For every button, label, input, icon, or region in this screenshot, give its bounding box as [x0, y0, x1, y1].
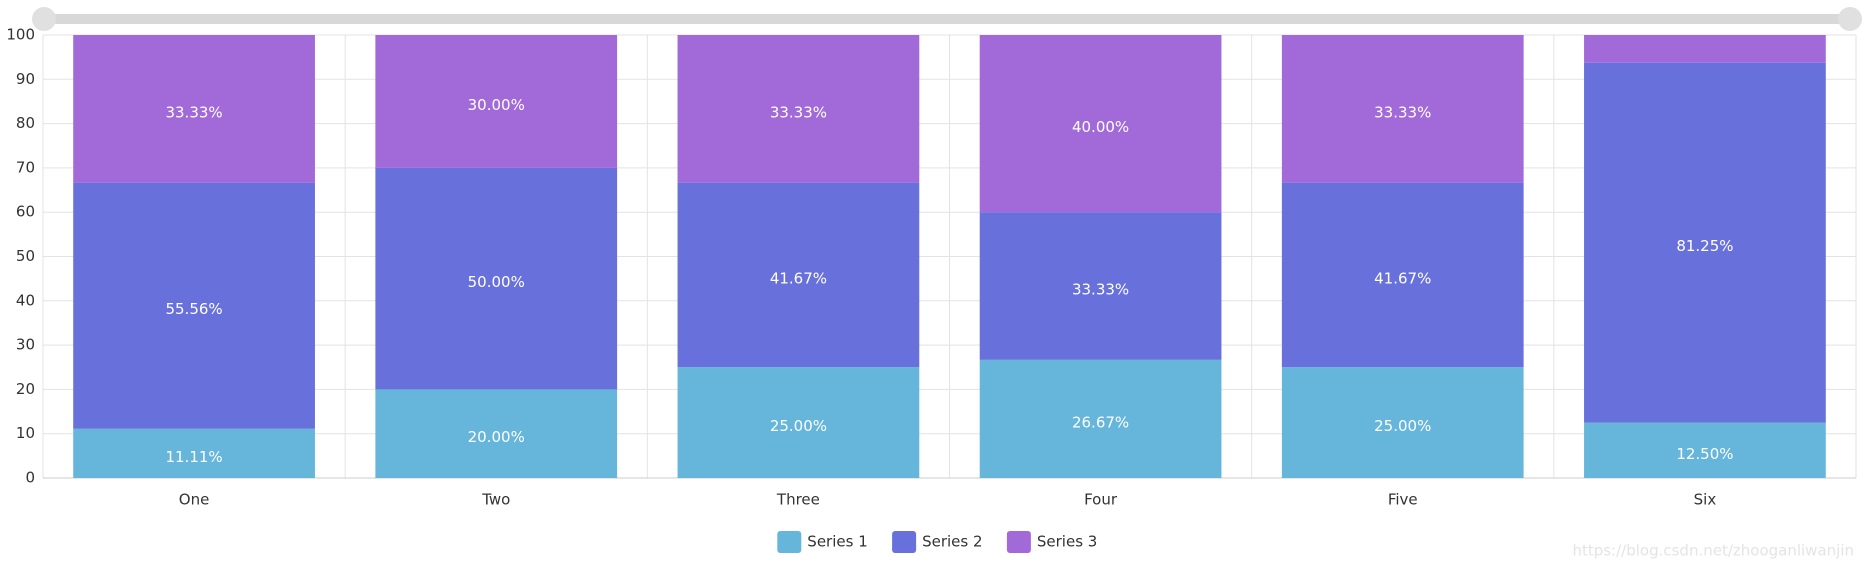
- x-tick-label: Six: [1694, 491, 1717, 509]
- bar-segment: [979, 212, 1222, 360]
- bar-segment: [375, 35, 618, 168]
- y-tick-label: 100: [6, 26, 35, 44]
- zoom-slider[interactable]: [44, 14, 1850, 24]
- value-label: 33.33%: [1072, 281, 1129, 299]
- value-label: 50.00%: [468, 273, 525, 291]
- x-tick-label: One: [179, 491, 210, 509]
- value-label: 41.67%: [1374, 269, 1431, 287]
- bar-segment: [73, 428, 315, 478]
- bar-segment: [1281, 35, 1524, 183]
- watermark: https://blog.csdn.net/zhooganliwanjin: [1572, 542, 1854, 560]
- value-label: 81.25%: [1676, 237, 1733, 255]
- legend-swatch[interactable]: [892, 531, 917, 553]
- value-label: 20.00%: [468, 428, 525, 446]
- value-label: 25.00%: [1374, 417, 1431, 435]
- legend-label[interactable]: Series 2: [922, 533, 982, 551]
- bar-segment: [375, 167, 618, 390]
- value-label: 26.67%: [1072, 413, 1129, 431]
- bar-segment: [1281, 367, 1524, 478]
- slider-handle-left[interactable]: [32, 7, 56, 31]
- value-label: 30.00%: [468, 96, 525, 114]
- y-tick-label: 0: [25, 469, 35, 487]
- y-tick-label: 80: [16, 114, 35, 132]
- bar-segment: [1584, 422, 1826, 478]
- bar-segment: [1584, 62, 1826, 423]
- value-label: 55.56%: [165, 300, 222, 318]
- bar-segment: [677, 182, 920, 368]
- value-label: 12.50%: [1676, 445, 1733, 463]
- value-label: 33.33%: [1374, 103, 1431, 121]
- y-tick-label: 10: [16, 424, 35, 442]
- value-label: 41.67%: [770, 269, 827, 287]
- y-tick-label: 90: [16, 70, 35, 88]
- bar-segment: [375, 389, 618, 478]
- value-label: 33.33%: [165, 103, 222, 121]
- bar-segment: [677, 367, 920, 478]
- value-label: 40.00%: [1072, 118, 1129, 136]
- bar-segment: [1584, 35, 1826, 63]
- plot: 0 10 20 30 40 50 60 70 80 90 100 11.11% 55.56% 33.33%…: [6, 26, 1857, 560]
- x-tick-label: Five: [1388, 491, 1418, 509]
- y-tick-label: 40: [16, 291, 35, 309]
- x-tick-label: Four: [1084, 491, 1118, 509]
- value-label: 33.33%: [770, 103, 827, 121]
- y-tick-label: 50: [16, 247, 35, 265]
- y-tick-label: 70: [16, 158, 35, 176]
- value-label: 25.00%: [770, 417, 827, 435]
- slider-handle-right[interactable]: [1838, 7, 1862, 31]
- legend-label[interactable]: Series 3: [1037, 533, 1097, 551]
- bar-segment: [73, 182, 315, 429]
- bar-segment: [979, 359, 1222, 478]
- y-tick-label: 20: [16, 380, 35, 398]
- legend-label[interactable]: Series 1: [807, 533, 867, 551]
- bar-segment: [677, 35, 920, 183]
- value-label: 11.11%: [165, 448, 222, 466]
- y-tick-label: 60: [16, 203, 35, 221]
- bar-segment: [1281, 182, 1524, 368]
- x-tick-label: Three: [776, 491, 820, 509]
- legend-swatch[interactable]: [777, 531, 802, 553]
- bar-segment: [73, 35, 315, 183]
- bar-segment: [979, 35, 1222, 213]
- x-tick-label: Two: [481, 491, 510, 509]
- legend-swatch[interactable]: [1006, 531, 1031, 553]
- y-tick-label: 30: [16, 336, 35, 354]
